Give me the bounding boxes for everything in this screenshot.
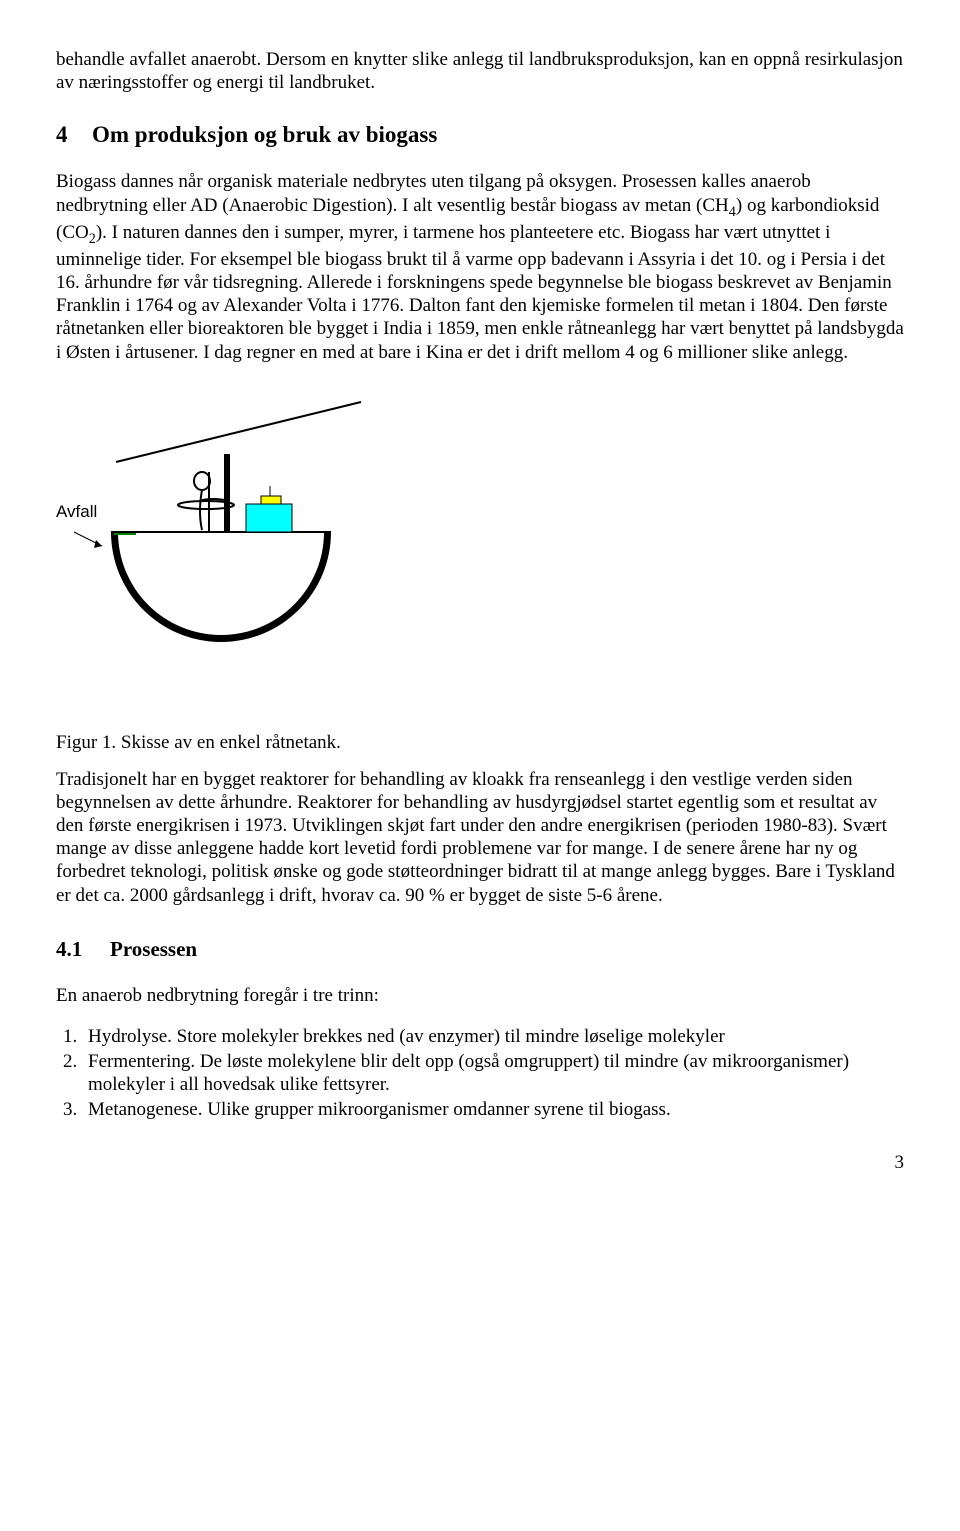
figure-caption: Figur 1. Skisse av en enkel råtnetank. — [56, 732, 904, 754]
figure-1: Avfall — [56, 382, 904, 702]
process-list: Hydrolyse. Store molekyler brekkes ned (… — [56, 1025, 904, 1122]
roof-line-icon — [116, 402, 361, 462]
intro-paragraph: behandle avfallet anaerobt. Dersom en kn… — [56, 48, 904, 94]
subscript-co2: 2 — [89, 230, 96, 246]
main-para-part1: Biogass dannes når organisk materiale ne… — [56, 171, 811, 215]
figure-container: Avfall — [56, 382, 376, 702]
page-number: 3 — [56, 1152, 904, 1174]
center-post-icon — [224, 454, 230, 532]
process-intro: En anaerob nedbrytning foregår i tre tri… — [56, 984, 904, 1007]
main-paragraph: Biogass dannes når organisk materiale ne… — [56, 170, 904, 363]
list-item: Hydrolyse. Store molekyler brekkes ned (… — [82, 1025, 904, 1048]
heading-4-number: 4 — [56, 122, 92, 148]
yellow-box-icon — [261, 496, 281, 504]
avfall-label: Avfall — [56, 502, 97, 522]
heading-4: 4Om produksjon og bruk av biogass — [56, 122, 904, 148]
main-para-part3: ). I naturen dannes den i sumper, myrer,… — [56, 222, 904, 363]
avfall-arrow-head-icon — [94, 540, 102, 548]
list-item: Fermentering. De løste molekylene blir d… — [82, 1050, 904, 1096]
person-body-icon — [200, 490, 202, 530]
heading-4-title: Om produksjon og bruk av biogass — [92, 122, 437, 147]
subscript-ch4: 4 — [729, 203, 736, 219]
bowl-inner-icon — [118, 532, 324, 635]
heading-4-1-title: Prosessen — [110, 937, 197, 961]
heading-4-1-number: 4.1 — [56, 937, 110, 962]
person-head-icon — [194, 472, 210, 490]
digester-diagram — [56, 382, 376, 682]
paragraph-after-figure: Tradisjonelt har en bygget reaktorer for… — [56, 768, 904, 907]
list-item: Metanogenese. Ulike grupper mikroorganis… — [82, 1098, 904, 1121]
heading-4-1: 4.1Prosessen — [56, 937, 904, 962]
cyan-box-icon — [246, 504, 292, 532]
person-arm-icon — [202, 499, 224, 500]
